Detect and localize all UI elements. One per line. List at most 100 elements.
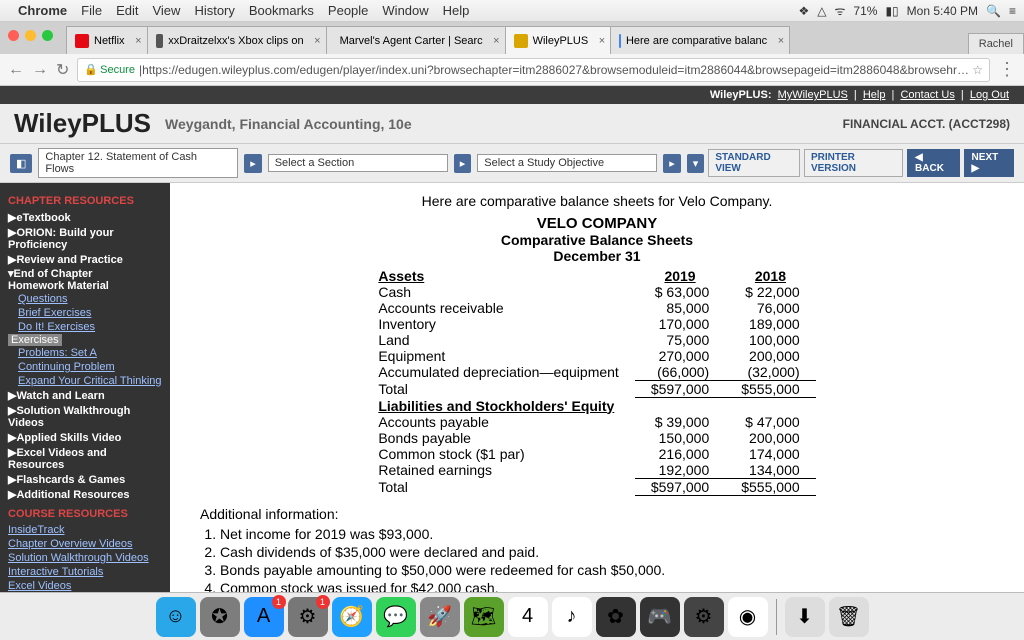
mac-menu-file[interactable]: File — [81, 3, 102, 18]
dock-launchpad-icon[interactable]: 🚀 — [420, 597, 460, 637]
mac-menu-view[interactable]: View — [152, 3, 180, 18]
dock-safari-icon[interactable]: 🧭 — [332, 597, 372, 637]
additional-info: Additional information: Net income for 2… — [200, 506, 994, 593]
sidebar-link[interactable]: ▶ORION: Build your Proficiency — [8, 225, 162, 252]
sidebar-link[interactable]: Solution Walkthrough Videos — [8, 551, 162, 565]
chrome-menu[interactable]: ⋮ — [998, 59, 1016, 80]
close-icon[interactable]: × — [778, 35, 784, 47]
close-icon[interactable]: × — [314, 35, 320, 47]
sidebar-link[interactable]: Brief Exercises — [18, 306, 162, 320]
dock-downloads-icon[interactable]: ⬇ — [785, 597, 825, 637]
battery-text: 71% — [853, 4, 877, 18]
sidebar-eoc[interactable]: ▾End of Chapter — [8, 267, 162, 280]
sidebar-link[interactable]: InsideTrack — [8, 523, 162, 537]
sidebar-link[interactable]: ▶eTextbook — [8, 210, 162, 225]
dock-safari-like-icon[interactable]: ✪ — [200, 597, 240, 637]
year-2018: 2018 — [725, 268, 815, 284]
company-name: VELO COMPANY — [200, 215, 994, 232]
topbar-link[interactable]: Log Out — [970, 89, 1009, 101]
balance-sheet-table: Assets20192018 Cash$ 63,000$ 22,000Accou… — [378, 268, 815, 496]
battery-icon: ▮▯ — [885, 4, 898, 18]
sidebar-exercises[interactable]: Exercises — [8, 334, 62, 346]
secure-label: Secure — [100, 64, 135, 76]
tab[interactable]: xxDraitzelxx's Xbox clips on× — [147, 26, 327, 54]
wifi-icon: ᯤ — [834, 2, 845, 19]
sidebar-link[interactable]: ▶Watch and Learn — [8, 388, 162, 403]
sidebar-link[interactable]: ▶Flashcards & Games — [8, 472, 162, 487]
tab[interactable]: Netflix× — [66, 26, 148, 54]
printer-version[interactable]: PRINTER VERSION — [804, 149, 903, 177]
close-icon[interactable]: × — [135, 35, 141, 47]
sidebar-link[interactable]: Expand Your Critical Thinking — [18, 374, 162, 388]
objective-select[interactable]: Select a Study Objective — [477, 154, 657, 172]
forward-button[interactable]: → — [32, 61, 48, 79]
back-button[interactable]: ← — [8, 61, 24, 79]
sidebar-link[interactable]: Do It! Exercises — [18, 320, 162, 334]
sidebar-link[interactable]: ▶Solution Walkthrough Videos — [8, 403, 162, 430]
dock-games-icon[interactable]: 🎮 — [640, 597, 680, 637]
app-name[interactable]: Chrome — [18, 3, 67, 18]
sidebar-link[interactable]: ▶Excel Videos and Resources — [8, 445, 162, 472]
topbar-brand: WileyPLUS: — [710, 89, 772, 101]
reload-button[interactable]: ↻ — [56, 60, 69, 80]
mac-menu-help[interactable]: Help — [443, 3, 470, 18]
sidebar-link[interactable]: Continuing Problem — [18, 360, 162, 374]
dock-finder-icon[interactable]: ☺ — [156, 597, 196, 637]
topbar-link[interactable]: Contact Us — [900, 89, 954, 101]
sidebar-link[interactable]: Interactive Tutorials — [8, 565, 162, 579]
chapter-go[interactable]: ▸ — [244, 154, 262, 173]
close-icon[interactable]: × — [493, 35, 499, 47]
star-icon[interactable]: ☆ — [972, 63, 983, 77]
dock-settings2-icon[interactable]: ⚙ — [684, 597, 724, 637]
dock-chrome-icon[interactable]: ◉ — [728, 597, 768, 637]
menu-icon[interactable]: ≡ — [1009, 4, 1016, 18]
close-icon[interactable]: × — [599, 35, 605, 47]
back-page[interactable]: ◀ BACK — [907, 149, 960, 177]
window-controls[interactable] — [8, 30, 53, 41]
table-row: Retained earnings192,000134,000 — [378, 462, 815, 479]
sidebar-link[interactable]: ▶Applied Skills Video — [8, 430, 162, 445]
topbar-link[interactable]: MyWileyPLUS — [778, 89, 848, 101]
dock-maps-icon[interactable]: 🗺 — [464, 597, 504, 637]
sidebar-link[interactable]: Chapter Overview Videos — [8, 537, 162, 551]
section-go[interactable]: ▸ — [454, 154, 472, 173]
dock-messages-icon[interactable]: 💬 — [376, 597, 416, 637]
profile-chip[interactable]: Rachel — [968, 33, 1024, 54]
sidebar-link[interactable]: ▶Review and Practice — [8, 252, 162, 267]
chapter-select[interactable]: Chapter 12. Statement of Cash Flows — [38, 148, 238, 178]
toc-icon[interactable]: ◧ — [10, 154, 32, 173]
spotlight-icon[interactable]: 🔍 — [986, 4, 1001, 18]
topbar-link[interactable]: Help — [863, 89, 886, 101]
sidebar-link[interactable]: ▶Additional Resources — [8, 487, 162, 502]
sidebar-link[interactable]: Problems: Set A — [18, 346, 162, 360]
sidebar-link[interactable]: Excel Videos — [8, 579, 162, 592]
sidebar-link[interactable]: Questions — [18, 292, 162, 306]
standard-view[interactable]: STANDARD VIEW — [708, 149, 800, 177]
mac-menu-window[interactable]: Window — [382, 3, 428, 18]
sidebar-hdr-chapter: CHAPTER RESOURCES — [8, 195, 162, 207]
tab[interactable]: Here are comparative balanc× — [610, 26, 790, 54]
next-page[interactable]: NEXT ▶ — [964, 149, 1014, 177]
tab[interactable]: WileyPLUS× — [505, 26, 612, 54]
mac-menu-bookmarks[interactable]: Bookmarks — [249, 3, 314, 18]
dock-appstore-icon[interactable]: A1 — [244, 597, 284, 637]
mac-menu-history[interactable]: History — [194, 3, 234, 18]
dock-calendar-icon[interactable]: 4 — [508, 597, 548, 637]
dock-itunes-icon[interactable]: ♪ — [552, 597, 592, 637]
dock-sysprefs-icon[interactable]: ⚙1 — [288, 597, 328, 637]
wiley-topbar: WileyPLUS: MyWileyPLUS | Help | Contact … — [0, 86, 1024, 104]
tab-bar: Netflix×xxDraitzelxx's Xbox clips on×Mar… — [0, 22, 1024, 54]
mac-menu-people[interactable]: People — [328, 3, 368, 18]
mac-menubar: Chrome File Edit View History Bookmarks Peopl… — [0, 0, 1024, 22]
objective-go[interactable]: ▸ — [663, 154, 681, 173]
url-box[interactable]: 🔒 Secure | https://edugen.wileyplus.com/… — [77, 58, 990, 82]
dock-trash-icon[interactable]: 🗑 — [829, 597, 869, 637]
section-select[interactable]: Select a Section — [268, 154, 448, 172]
dock-photos-icon[interactable]: ✿ — [596, 597, 636, 637]
dock: ☺✪A1⚙1🧭💬🚀🗺4♪✿🎮⚙◉ ⬇🗑 — [0, 592, 1024, 640]
mac-menu-edit[interactable]: Edit — [116, 3, 138, 18]
clock: Mon 5:40 PM — [907, 4, 978, 18]
tab[interactable]: Marvel's Agent Carter | Searc× — [326, 26, 506, 54]
tools-icon[interactable]: ▾ — [687, 154, 705, 173]
content-area: Here are comparative balance sheets for … — [170, 183, 1024, 592]
